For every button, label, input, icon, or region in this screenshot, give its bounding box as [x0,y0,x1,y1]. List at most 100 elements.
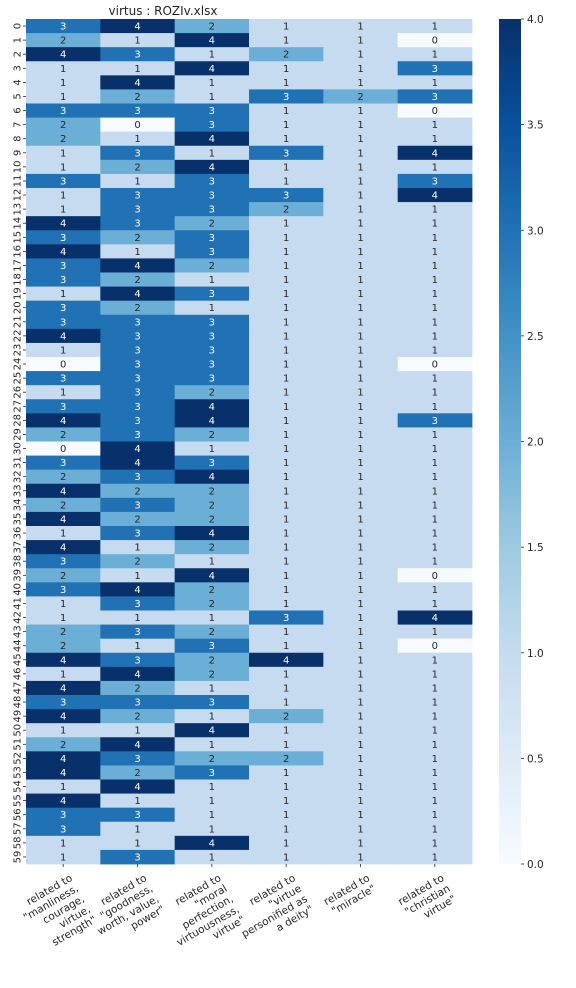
heatmap-cell [323,779,399,794]
cell-value-label: 3 [60,106,66,117]
cell-value-label: 1 [357,782,363,793]
heatmap-cell [26,596,101,611]
heatmap-cell [323,357,399,372]
heatmap-cell [100,89,176,104]
heatmap-cell [100,230,176,245]
cell-value-label: 2 [209,219,215,230]
heatmap-cell [100,835,176,851]
cell-value-label: 1 [357,22,363,33]
heatmap-cell [26,75,101,90]
cell-value-label: 3 [432,176,438,187]
cell-value-label: 1 [283,740,289,751]
cell-value-label: 1 [432,134,438,145]
cell-value-label: 1 [432,219,438,230]
heatmap-cell [249,371,324,386]
heatmap-cell [249,455,324,471]
heatmap-cell [397,751,473,766]
heatmap-cell [26,610,101,625]
cell-value-label: 4 [432,191,438,202]
heatmap-cell [323,314,399,330]
y-tick-label: 23 [13,344,24,357]
heatmap-cell [323,821,399,837]
heatmap-cell [249,680,324,696]
cell-value-label: 1 [134,571,140,582]
cell-value-label: 1 [357,726,363,737]
cell-value-label: 1 [209,782,215,793]
y-tick-label: 18 [13,273,24,286]
heatmap-cell [397,554,473,569]
heatmap-cell [100,666,176,682]
cell-value-label: 1 [357,402,363,413]
colorbar-tick-label: 0.0 [527,859,544,871]
cell-value-label: 3 [60,374,66,385]
heatmap-cell [100,173,176,189]
cell-value-label: 1 [283,106,289,117]
heatmap-cell [397,765,473,780]
heatmap-cell [174,751,250,766]
heatmap-cell [249,47,324,62]
heatmap-cell [323,342,399,358]
heatmap-cell [174,328,250,344]
cell-value-label: 3 [209,360,215,371]
cell-value-label: 1 [283,134,289,145]
heatmap-cell [249,441,324,456]
heatmap-cell [100,455,176,471]
heatmap-cell [397,103,473,118]
cell-value-label: 3 [209,106,215,117]
heatmap-cell [174,188,250,203]
cell-value-label: 1 [432,712,438,723]
cell-value-label: 1 [60,191,66,202]
heatmap-cell [249,342,324,358]
heatmap-cell [174,89,250,104]
cell-value-label: 4 [209,838,215,849]
cell-value-label: 3 [60,275,66,286]
heatmap-cell [397,371,473,386]
heatmap-cell [249,188,324,203]
y-tick-label: 42 [13,611,24,624]
heatmap-cell [249,89,324,104]
heatmap-cell [100,202,176,217]
heatmap-cells: 3 4 2 1 1 1 2 1 4 1 1 0 4 3 1 2 1 1 1 1 4 1 1 3 1 4 1 1 1 1 1 2 1 3 2 3 3 3 3 1… [26,19,473,865]
heatmap-cell [397,483,473,499]
heatmap-cell [323,202,399,217]
heatmap-cell [397,47,473,62]
cell-value-label: 1 [357,120,363,131]
colorbar-gradient [499,19,521,864]
cell-value-label: 4 [432,148,438,159]
cell-value-label: 2 [283,205,289,216]
cell-value-label: 1 [357,824,363,835]
cell-value-label: 3 [134,148,140,159]
cell-value-label: 1 [134,543,140,554]
heatmap-cell [26,680,101,696]
heatmap-cell [26,835,101,851]
y-tick-label: 41 [13,597,24,610]
cell-value-label: 1 [432,233,438,244]
cell-value-label: 1 [357,627,363,638]
heatmap-cell [100,258,176,273]
cell-value-label: 1 [283,726,289,737]
cell-value-label: 1 [283,641,289,652]
cell-value-label: 1 [357,64,363,75]
heatmap-cell [249,652,324,668]
cell-value-label: 0 [432,641,438,652]
cell-value-label: 0 [134,120,140,131]
cell-value-label: 1 [283,599,289,610]
heatmap-cell [100,624,176,640]
y-tick-label: 19 [13,287,24,300]
heatmap-cell [174,624,250,640]
heatmap-cell [249,357,324,372]
heatmap-cell [100,638,176,654]
cell-value-label: 1 [209,810,215,821]
cell-value-label: 1 [283,782,289,793]
heatmap-cell [249,272,324,287]
cell-value-label: 2 [134,303,140,314]
y-tick-label: 40 [13,583,24,596]
y-tick-label: 56 [13,808,24,821]
heatmap-cell [249,610,324,625]
cell-value-label: 1 [357,557,363,568]
heatmap-cell [26,159,101,175]
heatmap-cell [323,610,399,625]
y-tick-label: 51 [13,738,24,751]
cell-value-label: 2 [134,486,140,497]
heatmap-cell [174,807,250,823]
